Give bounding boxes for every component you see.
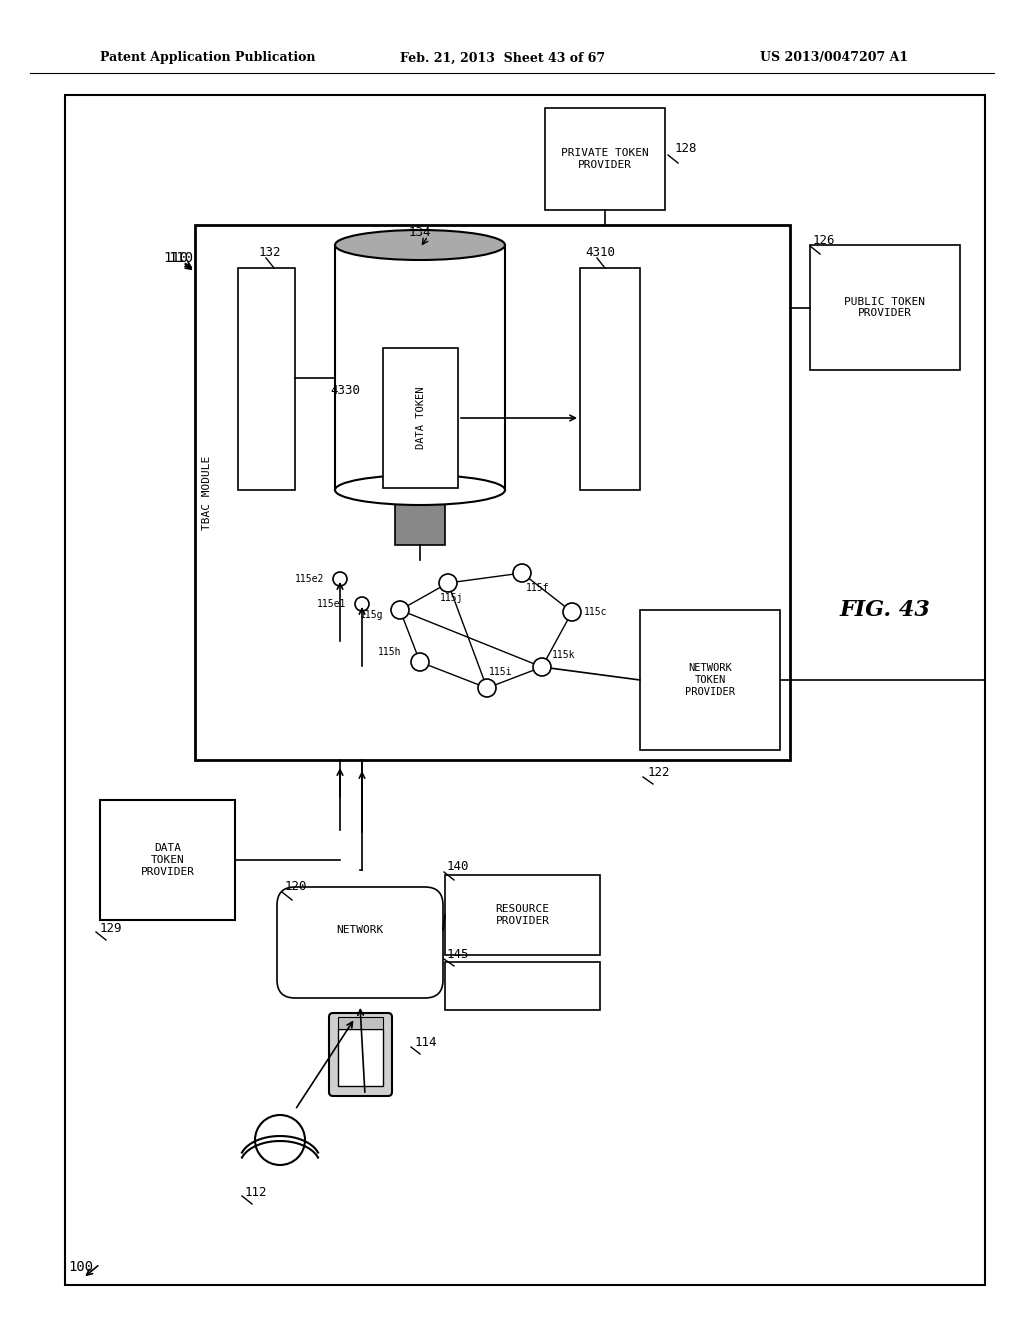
Circle shape (255, 1115, 305, 1166)
Text: 115k: 115k (552, 649, 575, 660)
FancyBboxPatch shape (395, 490, 445, 545)
Text: Patent Application Publication: Patent Application Publication (100, 51, 315, 65)
Circle shape (534, 657, 551, 676)
Text: RESOURCE
PROVIDER: RESOURCE PROVIDER (496, 904, 550, 925)
Text: 115e1: 115e1 (317, 599, 346, 609)
Text: 122: 122 (648, 766, 671, 779)
Text: 140: 140 (447, 861, 469, 874)
Text: 115i: 115i (489, 667, 512, 677)
Text: 134: 134 (409, 226, 431, 239)
FancyBboxPatch shape (335, 246, 505, 490)
Text: 4330: 4330 (330, 384, 360, 396)
Text: DATA
TOKEN
PROVIDER: DATA TOKEN PROVIDER (140, 843, 195, 876)
FancyBboxPatch shape (338, 1030, 383, 1086)
Circle shape (478, 678, 496, 697)
Circle shape (391, 601, 409, 619)
Text: 115f: 115f (526, 583, 550, 593)
Text: TBAC MODULE: TBAC MODULE (202, 455, 212, 529)
FancyBboxPatch shape (383, 348, 458, 488)
Text: NETWORK: NETWORK (336, 925, 384, 935)
Text: 110: 110 (163, 251, 188, 265)
Text: 110: 110 (168, 251, 194, 265)
Text: 115c: 115c (584, 607, 607, 616)
Text: Feb. 21, 2013  Sheet 43 of 67: Feb. 21, 2013 Sheet 43 of 67 (400, 51, 605, 65)
Text: PUBLIC TOKEN
PROVIDER: PUBLIC TOKEN PROVIDER (845, 297, 926, 318)
Text: 114: 114 (415, 1036, 437, 1049)
Text: 115e2: 115e2 (295, 574, 325, 583)
Text: 126: 126 (813, 234, 836, 247)
Circle shape (333, 572, 347, 586)
Circle shape (439, 574, 457, 591)
Text: 115j: 115j (440, 593, 464, 603)
Text: 115g: 115g (360, 610, 384, 620)
Circle shape (563, 603, 581, 620)
Text: 115h: 115h (378, 647, 401, 657)
FancyBboxPatch shape (338, 1016, 383, 1030)
FancyBboxPatch shape (329, 1012, 392, 1096)
Text: US 2013/0047207 A1: US 2013/0047207 A1 (760, 51, 908, 65)
Text: 4310: 4310 (585, 246, 615, 259)
Circle shape (355, 597, 369, 611)
Text: FIG. 43: FIG. 43 (840, 599, 931, 620)
Ellipse shape (335, 475, 505, 506)
Text: NETWORK
TOKEN
PROVIDER: NETWORK TOKEN PROVIDER (685, 664, 735, 697)
Ellipse shape (335, 230, 505, 260)
Text: 132: 132 (259, 246, 282, 259)
Text: 100: 100 (68, 1261, 93, 1274)
Text: 129: 129 (100, 921, 123, 935)
Text: DATA TOKEN: DATA TOKEN (416, 387, 426, 449)
Text: 120: 120 (285, 880, 307, 894)
Text: 112: 112 (245, 1185, 267, 1199)
FancyBboxPatch shape (278, 887, 443, 998)
Circle shape (513, 564, 531, 582)
Text: 145: 145 (447, 949, 469, 961)
Text: PRIVATE TOKEN
PROVIDER: PRIVATE TOKEN PROVIDER (561, 148, 649, 170)
Text: 128: 128 (675, 141, 697, 154)
Circle shape (411, 653, 429, 671)
